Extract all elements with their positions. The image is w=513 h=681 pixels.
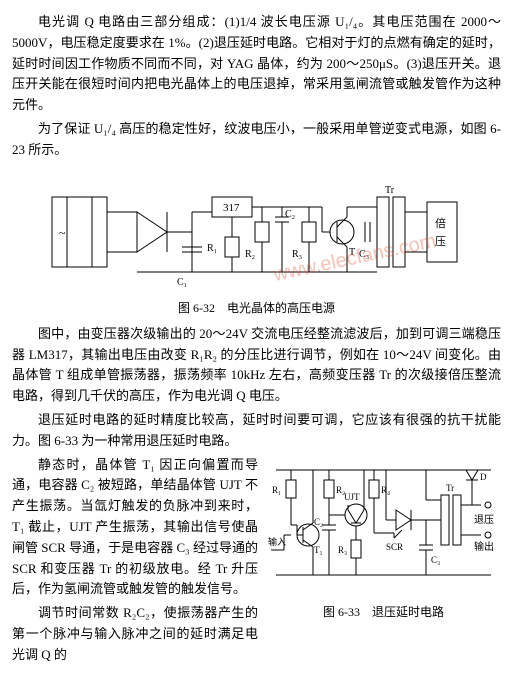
out1-label: 退压: [474, 514, 494, 526]
paragraph-4: 退压延时电路的延时精度比较高，延时时间要可调，它应该有很强的抗干扰能力。图 6-…: [12, 410, 501, 452]
out2-label: 输出: [474, 540, 494, 553]
bp-label-2: 压: [435, 235, 446, 248]
circuit-6-33: R₁ T₁ 输入 R₂ C₂ UJT: [266, 455, 501, 595]
figure-6-32: ~ C₁ 317 R₁ R₂: [12, 167, 501, 318]
paragraph-2: 为了保证 U₁/₄ 高压的稳定性好，纹波电压小，一般采用单管逆变式电源，如图 6…: [12, 119, 501, 161]
c3-label: C₃: [359, 249, 369, 260]
r1-label: R₁: [207, 243, 217, 254]
c2-label-b: C₂: [314, 517, 323, 527]
scr-label: SCR: [386, 542, 403, 552]
tr-label: Tr: [385, 185, 395, 196]
circuit-6-32: ~ C₁ 317 R₁ R₂: [47, 167, 467, 297]
paragraph-6: 调节时间常数 R₂C₂，使振荡器产生的第一个脉冲与输入脉冲之间的延时满足电光调 …: [12, 603, 258, 665]
paragraph-1: 电光调 Q 电路由三部分组成：(1)1/4 波长电压源 U₁/₄。其电压范围在 …: [12, 12, 501, 116]
page: 电光调 Q 电路由三部分组成：(1)1/4 波长电压源 U₁/₄。其电压范围在 …: [12, 12, 501, 669]
c2-label: C₂: [285, 209, 295, 220]
ujt-label: UJT: [344, 492, 360, 502]
r2-label: R₂: [245, 249, 255, 260]
c1-label: C₁: [177, 277, 187, 288]
r1-label-b: R₁: [272, 485, 281, 495]
bp-label-1: 倍: [435, 216, 446, 230]
d-label: D: [480, 472, 487, 482]
tr-label-b: Tr: [446, 483, 454, 493]
r3-label: R₃: [292, 249, 302, 260]
c3-label-b: C₃: [431, 555, 440, 565]
row-fig-6-33: 静态时，晶体管 T₁ 因正向偏置而导通，电容器 C₂ 被短路，单结晶体管 UJT…: [12, 455, 501, 669]
paragraph-5: 静态时，晶体管 T₁ 因正向偏置而导通，电容器 C₂ 被短路，单结晶体管 UJT…: [12, 455, 258, 601]
reg-label: 317: [223, 202, 240, 214]
input-label: 输入: [268, 536, 286, 547]
figure-6-33-caption: 图 6-33 退压延时电路: [266, 603, 501, 622]
t1-label: T₁: [314, 545, 323, 555]
paragraph-3: 图中，由变压器次级输出的 20～24V 交流电压经整流滤波后，加到可调三端稳压器…: [12, 324, 501, 407]
r3-label-b: R₃: [338, 545, 347, 555]
figure-6-32-caption: 图 6-32 电光晶体的高压电源: [12, 299, 501, 318]
ac-label: ~: [59, 226, 66, 240]
t-label: T: [349, 247, 355, 258]
